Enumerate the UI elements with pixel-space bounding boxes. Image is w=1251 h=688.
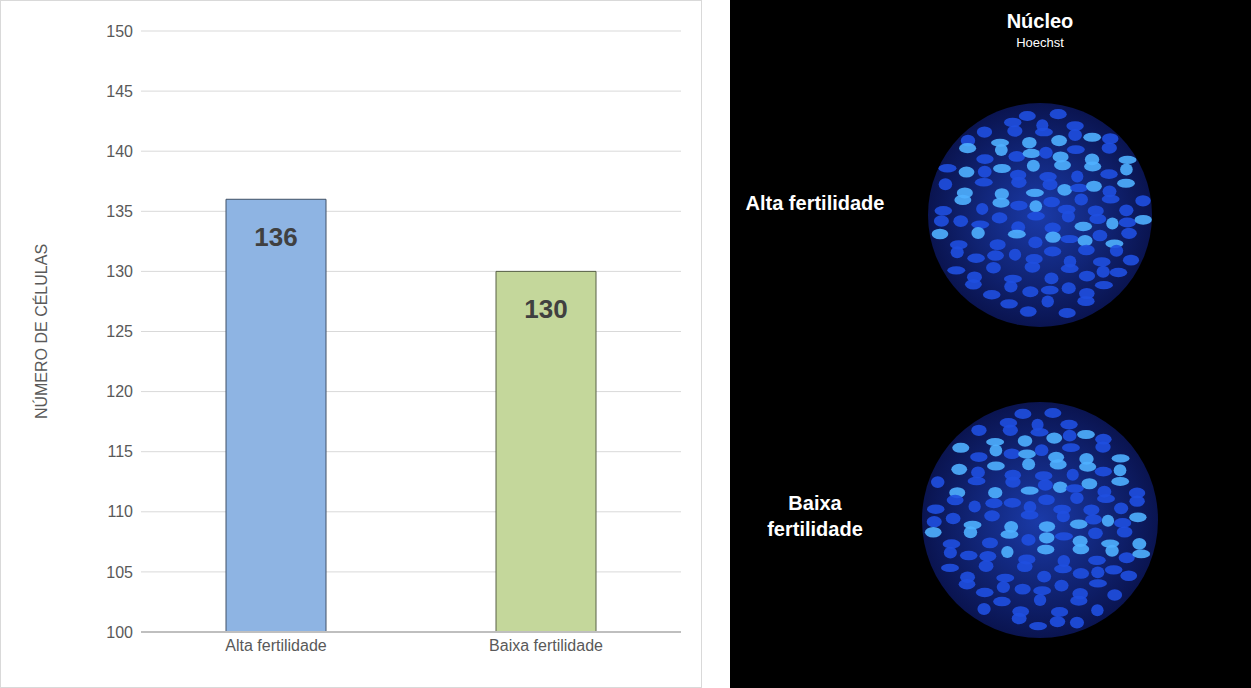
svg-text:130: 130 [524, 294, 567, 324]
svg-text:100: 100 [106, 624, 133, 641]
svg-text:136: 136 [254, 222, 297, 252]
svg-text:130: 130 [106, 263, 133, 280]
svg-text:Alta fertilidade: Alta fertilidade [225, 637, 326, 654]
html-text:Baixa fertilidade: Baixa fertilidade [767, 492, 863, 540]
svg-text:110: 110 [107, 503, 133, 520]
svg-text:Baixa fertilidade: Baixa fertilidade [489, 637, 603, 654]
svg-text:145: 145 [106, 83, 133, 100]
svg-text:150: 150 [106, 23, 133, 40]
svg-text:115: 115 [107, 443, 133, 460]
html-text:Alta fertilidade: Alta fertilidade [745, 192, 885, 214]
svg-text:105: 105 [106, 564, 133, 581]
html-text:Hoechst: Hoechst [1016, 35, 1064, 50]
svg-text:135: 135 [106, 203, 133, 220]
svg-text:NÚMERO DE CÉLULAS: NÚMERO DE CÉLULAS [32, 244, 50, 419]
svg-text:140: 140 [106, 143, 133, 160]
svg-text:120: 120 [106, 383, 133, 400]
svg-text:125: 125 [106, 323, 133, 340]
html-text:Núcleo: Núcleo [1006, 10, 1074, 32]
